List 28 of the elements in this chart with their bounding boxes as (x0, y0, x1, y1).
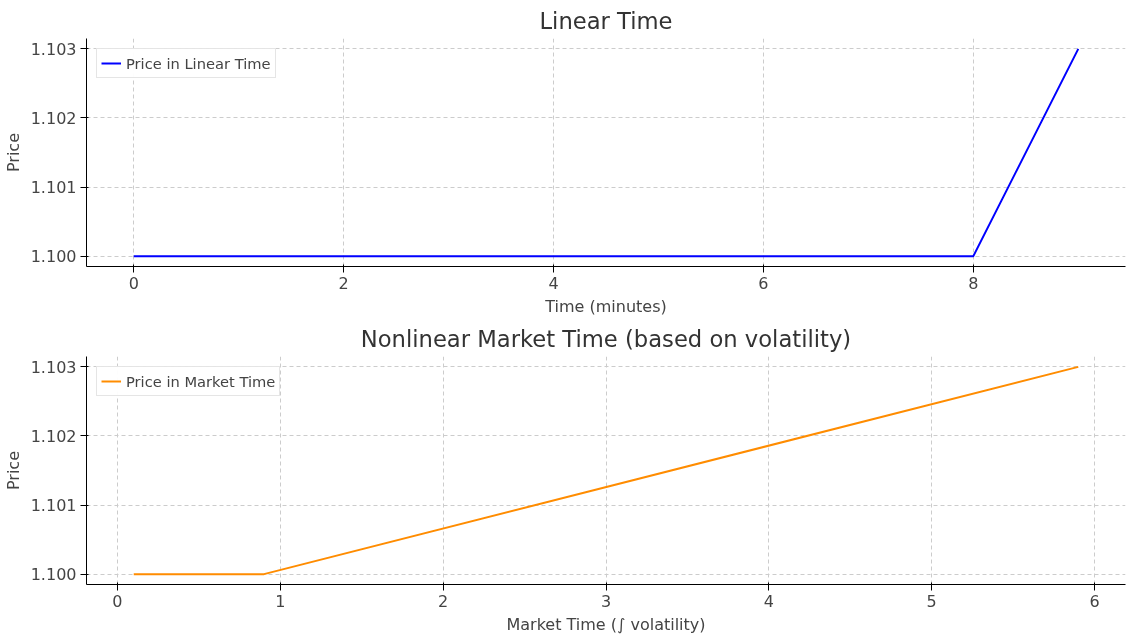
x-tick-label: 2 (338, 273, 349, 293)
y-axis-title: Price (3, 450, 23, 491)
x-tick-label: 6 (1089, 591, 1100, 611)
chart-title: Linear Time (539, 7, 673, 34)
x-tick-label: 8 (968, 273, 979, 293)
y-tick-label: 1.100 (30, 247, 77, 267)
x-tick-label: 2 (438, 591, 449, 611)
y-tick-label: 1.101 (30, 496, 77, 516)
x-tick-label: 0 (128, 273, 139, 293)
x-tick-label: 4 (763, 591, 774, 611)
y-tick-label: 1.103 (30, 357, 77, 377)
x-tick-label: 3 (600, 591, 612, 611)
y-tick-label: 1.102 (30, 426, 77, 446)
x-tick-label: 1 (275, 591, 286, 611)
y-tick-label: 1.103 (30, 39, 77, 59)
y-tick-label: 1.102 (30, 108, 77, 128)
x-axis-title: Market Time (∫ volatility) (506, 614, 706, 634)
y-axis-title: Price (3, 132, 23, 173)
y-tick-label: 1.101 (30, 178, 77, 198)
x-tick-label: 4 (548, 273, 559, 293)
legend-label: Price in Linear Time (126, 54, 271, 72)
legend-label: Price in Market Time (126, 372, 276, 390)
x-tick-label: 6 (758, 273, 769, 293)
y-tick-label: 1.100 (30, 565, 77, 585)
x-tick-label: 5 (926, 591, 937, 611)
x-axis-title: Time (minutes) (544, 296, 667, 316)
x-tick-label: 0 (112, 591, 123, 611)
chart-title: Nonlinear Market Time (based on volatility) (360, 325, 852, 352)
